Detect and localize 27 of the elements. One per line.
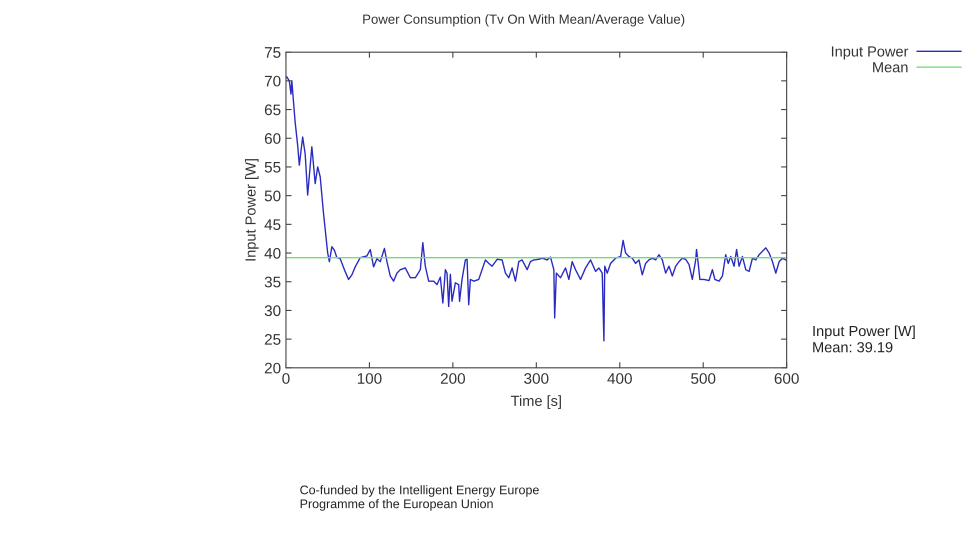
y-tick-label: 75 — [264, 47, 280, 58]
x-tick-label: 100 — [358, 373, 382, 384]
y-tick-label: 45 — [264, 219, 280, 230]
y-tick-label: 65 — [264, 104, 280, 116]
y-tick-label: 60 — [264, 133, 281, 144]
x-tick-label: 200 — [440, 373, 466, 384]
x-tick-label: 0 — [282, 373, 290, 384]
text: Input Power [W] Mean: 39.19 — [813, 325, 915, 352]
y-tick-label: 30 — [264, 305, 281, 316]
x-tick-label: 300 — [524, 373, 548, 384]
y-tick-label: 40 — [264, 248, 281, 259]
x-axis-title: Time [s] — [510, 395, 561, 409]
text: Co-funded by the Intelligent Energy Europe Programme of the European Union — [300, 485, 539, 511]
y-tick-label: 50 — [264, 190, 281, 202]
x-tick-label: 500 — [691, 373, 716, 384]
chart-title: Power Consumption (Tv On With Mean/Average Value) — [363, 14, 684, 26]
legend-label: Mean — [873, 62, 908, 72]
y-tick-label: 35 — [264, 276, 280, 288]
y-tick-label: 20 — [264, 362, 281, 374]
y-axis-title: Input Power [W] — [244, 159, 259, 261]
y-tick-label: 25 — [264, 334, 280, 345]
legend-label: Input Power — [832, 46, 908, 60]
line-series — [286, 76, 787, 342]
x-tick-label: 400 — [607, 373, 632, 384]
y-tick-label: 55 — [264, 162, 280, 173]
y-tick-label: 70 — [264, 76, 281, 87]
x-tick-label: 600 — [774, 373, 799, 384]
